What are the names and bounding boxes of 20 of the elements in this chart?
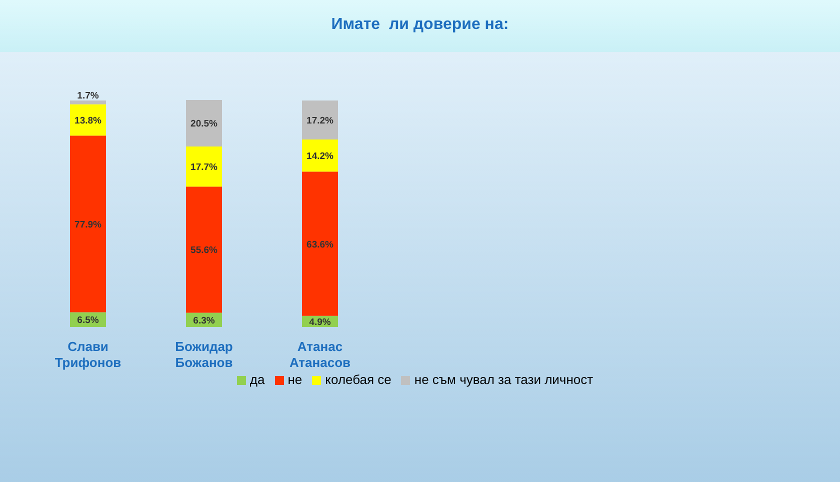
- data-label: 6.3%: [193, 315, 216, 326]
- data-label: 63.6%: [306, 239, 334, 250]
- data-label: 14.2%: [306, 151, 334, 162]
- x-tick-label: Слави Трифонов: [54, 339, 122, 370]
- data-label: 20.5%: [190, 118, 218, 130]
- legend-label: не съм чувал за тази личност: [414, 372, 594, 387]
- x-tick-label: Атанас Атанасов: [289, 339, 351, 370]
- x-tick-label: Божидар Божанов: [175, 339, 233, 370]
- legend-label: да: [250, 372, 265, 387]
- data-label: 6.5%: [77, 315, 100, 326]
- text: Имате ли доверие на:: [330, 16, 510, 34]
- legend-label: не: [288, 372, 302, 387]
- data-label: 77.9%: [74, 219, 102, 230]
- data-label: 1.7%: [77, 90, 100, 102]
- data-label: 4.9%: [309, 316, 332, 328]
- data-label: 17.2%: [306, 115, 334, 126]
- data-label: 55.6%: [190, 245, 218, 256]
- data-label: 17.7%: [190, 162, 218, 174]
- data-label: 13.8%: [74, 115, 102, 126]
- legend-label: колебая се: [325, 372, 392, 387]
